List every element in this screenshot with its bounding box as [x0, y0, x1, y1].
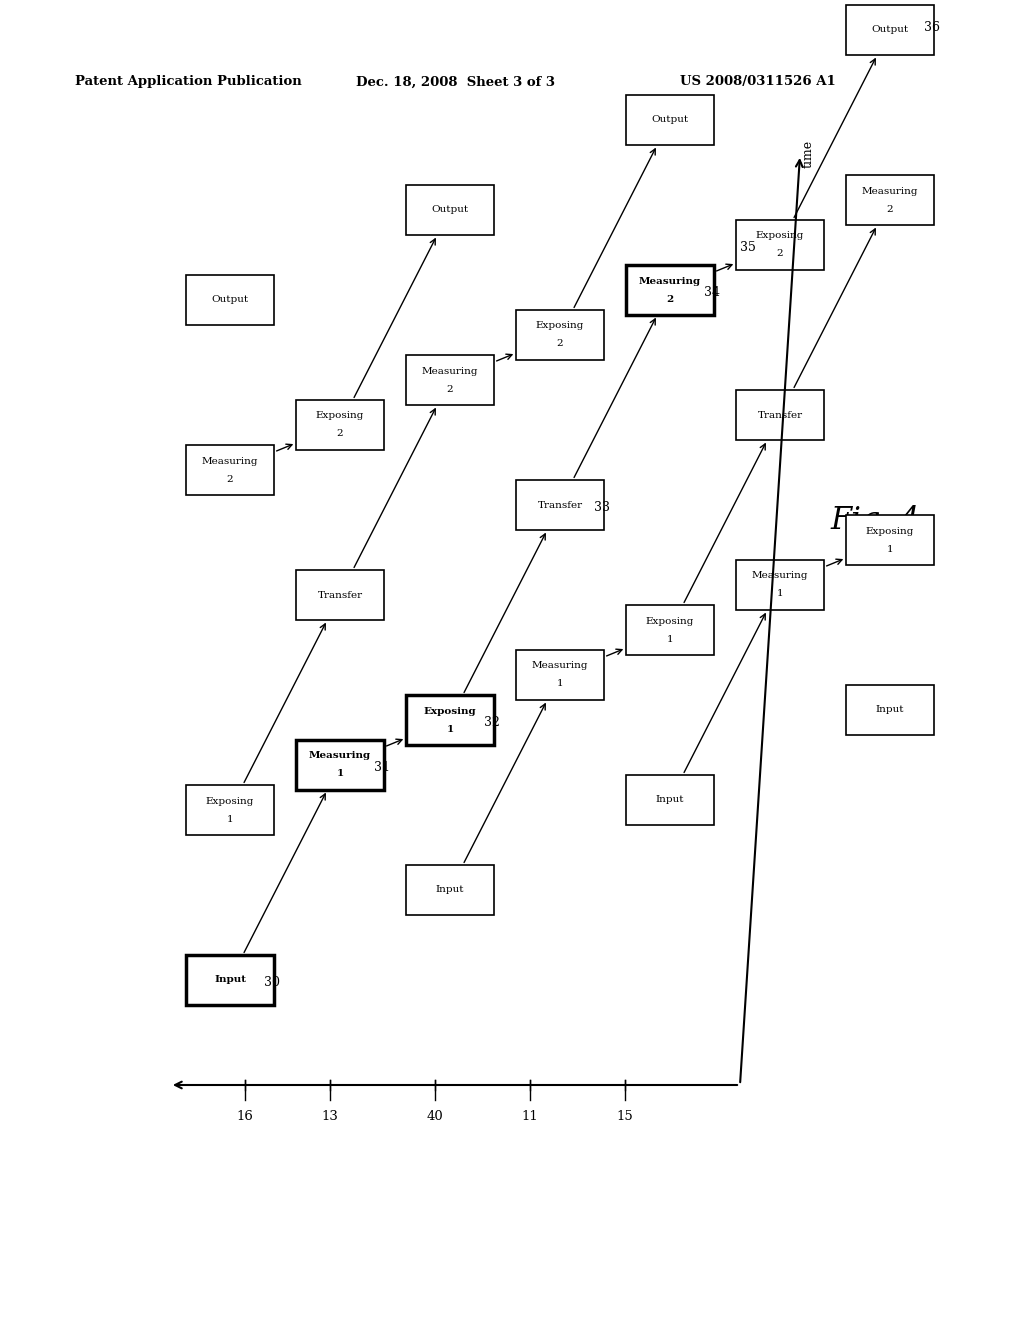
Bar: [186, 954, 274, 1005]
Text: Transfer: Transfer: [538, 500, 583, 510]
Bar: [736, 220, 824, 271]
Bar: [736, 389, 824, 440]
Text: Measuring: Measuring: [531, 661, 588, 671]
Text: Input: Input: [655, 796, 684, 804]
Text: 1: 1: [667, 635, 674, 644]
Text: 1: 1: [226, 814, 233, 824]
Bar: [626, 265, 714, 315]
Text: Measuring: Measuring: [422, 367, 478, 375]
Text: 1: 1: [557, 680, 563, 689]
Bar: [186, 275, 274, 325]
Text: 2: 2: [226, 474, 233, 483]
Text: US 2008/0311526 A1: US 2008/0311526 A1: [680, 75, 836, 88]
Bar: [846, 176, 934, 224]
Text: Output: Output: [651, 116, 688, 124]
Text: Output: Output: [431, 206, 469, 214]
Bar: [186, 785, 274, 836]
Bar: [846, 515, 934, 565]
Bar: [406, 185, 494, 235]
Text: 13: 13: [322, 1110, 339, 1123]
Text: 1: 1: [446, 725, 454, 734]
Text: Exposing: Exposing: [646, 616, 694, 626]
Text: Measuring: Measuring: [752, 572, 808, 581]
Bar: [626, 605, 714, 655]
Text: Input: Input: [214, 975, 246, 985]
Text: 2: 2: [557, 339, 563, 348]
Bar: [406, 696, 494, 744]
Text: Transfer: Transfer: [317, 590, 362, 599]
Text: Input: Input: [436, 886, 464, 895]
Text: Measuring: Measuring: [862, 186, 919, 195]
Text: 1: 1: [776, 590, 783, 598]
Bar: [516, 480, 604, 531]
Text: 2: 2: [446, 384, 454, 393]
Text: 32: 32: [484, 715, 500, 729]
Text: 1: 1: [887, 544, 893, 553]
Text: Exposing: Exposing: [866, 527, 914, 536]
Text: 16: 16: [237, 1110, 253, 1123]
Bar: [626, 775, 714, 825]
Text: Output: Output: [871, 25, 908, 34]
Text: Exposing: Exposing: [424, 706, 476, 715]
Text: 31: 31: [375, 762, 390, 774]
Text: time: time: [802, 140, 814, 168]
Text: 11: 11: [521, 1110, 539, 1123]
Text: Output: Output: [211, 296, 249, 305]
Bar: [626, 95, 714, 145]
Text: 30: 30: [264, 975, 281, 989]
Text: 2: 2: [776, 249, 783, 259]
Text: Exposing: Exposing: [756, 231, 804, 240]
Text: Exposing: Exposing: [206, 796, 254, 805]
Text: Fig. 4: Fig. 4: [830, 504, 920, 536]
Text: Transfer: Transfer: [758, 411, 803, 420]
Text: 2: 2: [667, 294, 674, 304]
Bar: [736, 560, 824, 610]
Bar: [296, 741, 384, 789]
Text: 34: 34: [705, 286, 720, 300]
Bar: [846, 5, 934, 55]
Bar: [406, 355, 494, 405]
Bar: [296, 570, 384, 620]
Text: 1: 1: [336, 770, 344, 779]
Text: 33: 33: [594, 502, 610, 513]
Text: Measuring: Measuring: [309, 751, 371, 760]
Text: 2: 2: [337, 429, 343, 438]
Bar: [846, 685, 934, 735]
Bar: [186, 445, 274, 495]
Text: 40: 40: [427, 1110, 443, 1123]
Text: Exposing: Exposing: [315, 412, 365, 421]
Text: 2: 2: [887, 205, 893, 214]
Bar: [516, 310, 604, 360]
Bar: [406, 865, 494, 915]
Text: Patent Application Publication: Patent Application Publication: [75, 75, 302, 88]
Text: Input: Input: [876, 705, 904, 714]
Text: 36: 36: [925, 21, 940, 34]
Text: Measuring: Measuring: [639, 276, 701, 285]
Text: 35: 35: [740, 242, 756, 253]
Text: Measuring: Measuring: [202, 457, 258, 466]
Text: Dec. 18, 2008  Sheet 3 of 3: Dec. 18, 2008 Sheet 3 of 3: [356, 75, 555, 88]
Bar: [296, 400, 384, 450]
Text: 15: 15: [616, 1110, 634, 1123]
Text: Exposing: Exposing: [536, 322, 584, 330]
Bar: [516, 649, 604, 700]
